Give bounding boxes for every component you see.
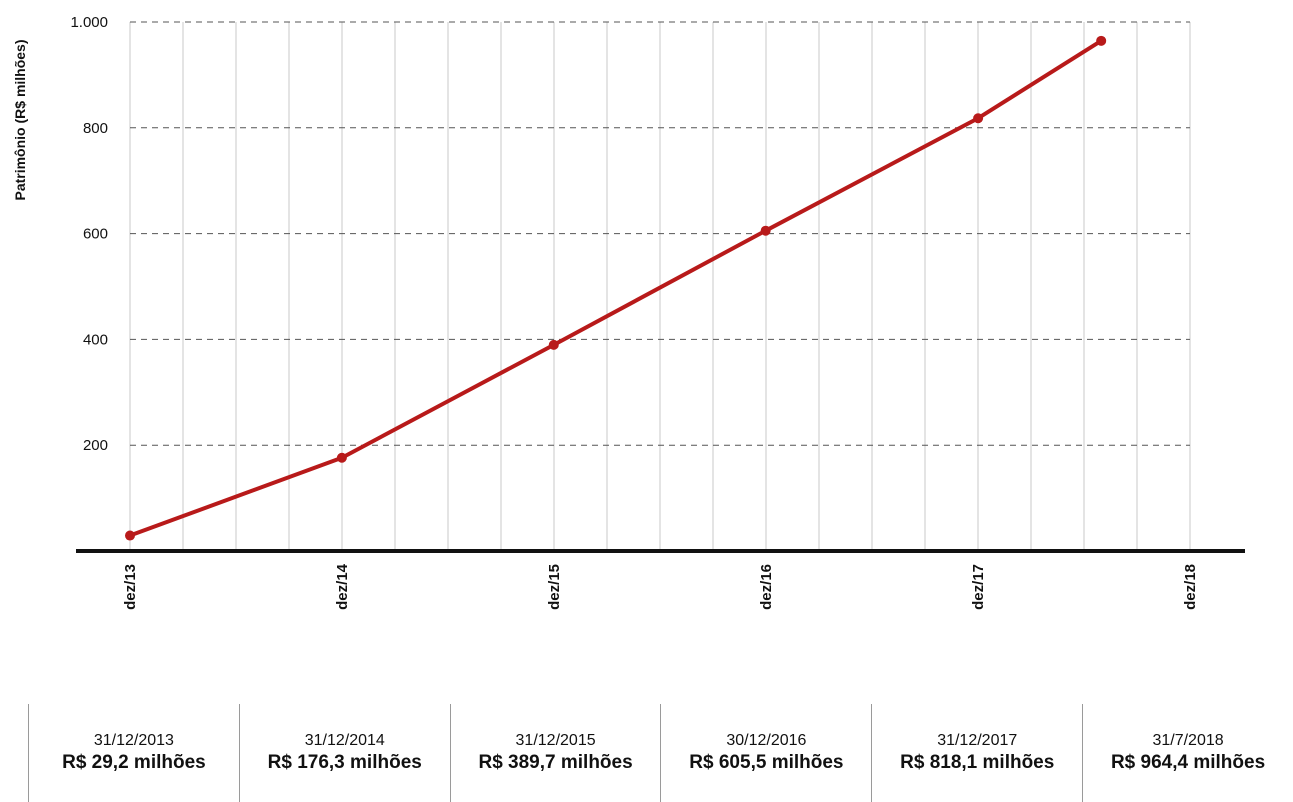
summary-table: 31/12/2013 R$ 29,2 milhões 31/12/2014 R$… xyxy=(28,704,1293,802)
x-tick-label: dez/14 xyxy=(334,563,351,610)
series-line xyxy=(129,39,1103,538)
x-tick-label: dez/15 xyxy=(546,564,563,610)
summary-value: R$ 389,7 milhões xyxy=(478,752,633,773)
x-tick-label: dez/18 xyxy=(1182,564,1199,610)
y-tick-label: 800 xyxy=(83,120,108,137)
y-tick-label: 600 xyxy=(83,226,108,243)
summary-date: 31/12/2014 xyxy=(304,732,385,749)
data-point xyxy=(336,452,347,463)
summary-cell: 31/7/2018 R$ 964,4 milhões xyxy=(1082,704,1293,802)
summary-value: R$ 818,1 milhões xyxy=(900,752,1055,773)
y-tick-label: 1.000 xyxy=(70,14,108,31)
data-point xyxy=(1096,35,1107,46)
data-point xyxy=(125,530,135,541)
y-axis-label: Patrimônio (R$ milhões) xyxy=(12,39,28,200)
x-tick-label: dez/17 xyxy=(970,564,987,610)
summary-value: R$ 964,4 milhões xyxy=(1110,752,1266,773)
patrimonio-line-chart: Patrimônio (R$ milhões) 200 400 600 800 1.00… xyxy=(12,14,1245,610)
summary-cell: 31/12/2014 R$ 176,3 milhões xyxy=(238,704,450,802)
x-tick-label: dez/16 xyxy=(758,564,775,610)
summary-date: 31/12/2015 xyxy=(515,732,596,749)
summary-value: R$ 176,3 milhões xyxy=(267,752,422,773)
summary-date: 31/12/2017 xyxy=(937,732,1018,749)
summary-date: 31/7/2018 xyxy=(1152,732,1224,749)
summary-cell: 31/12/2013 R$ 29,2 milhões xyxy=(28,704,239,802)
data-point xyxy=(548,339,559,350)
data-point xyxy=(760,225,771,236)
summary-value: R$ 29,2 milhões xyxy=(62,752,206,773)
data-point xyxy=(973,113,984,124)
summary-cell: 31/12/2015 R$ 389,7 milhões xyxy=(449,704,661,802)
summary-date: 30/12/2016 xyxy=(726,732,807,749)
y-tick-label: 200 xyxy=(83,437,108,454)
summary-value: R$ 605,5 milhões xyxy=(689,752,844,773)
summary-cell: 30/12/2016 R$ 605,5 milhões xyxy=(660,704,871,802)
x-tick-label: dez/13 xyxy=(122,564,139,610)
summary-cell: 31/12/2017 R$ 818,1 milhões xyxy=(871,704,1082,802)
y-tick-label: 400 xyxy=(83,331,108,348)
summary-date: 31/12/2013 xyxy=(93,732,174,749)
